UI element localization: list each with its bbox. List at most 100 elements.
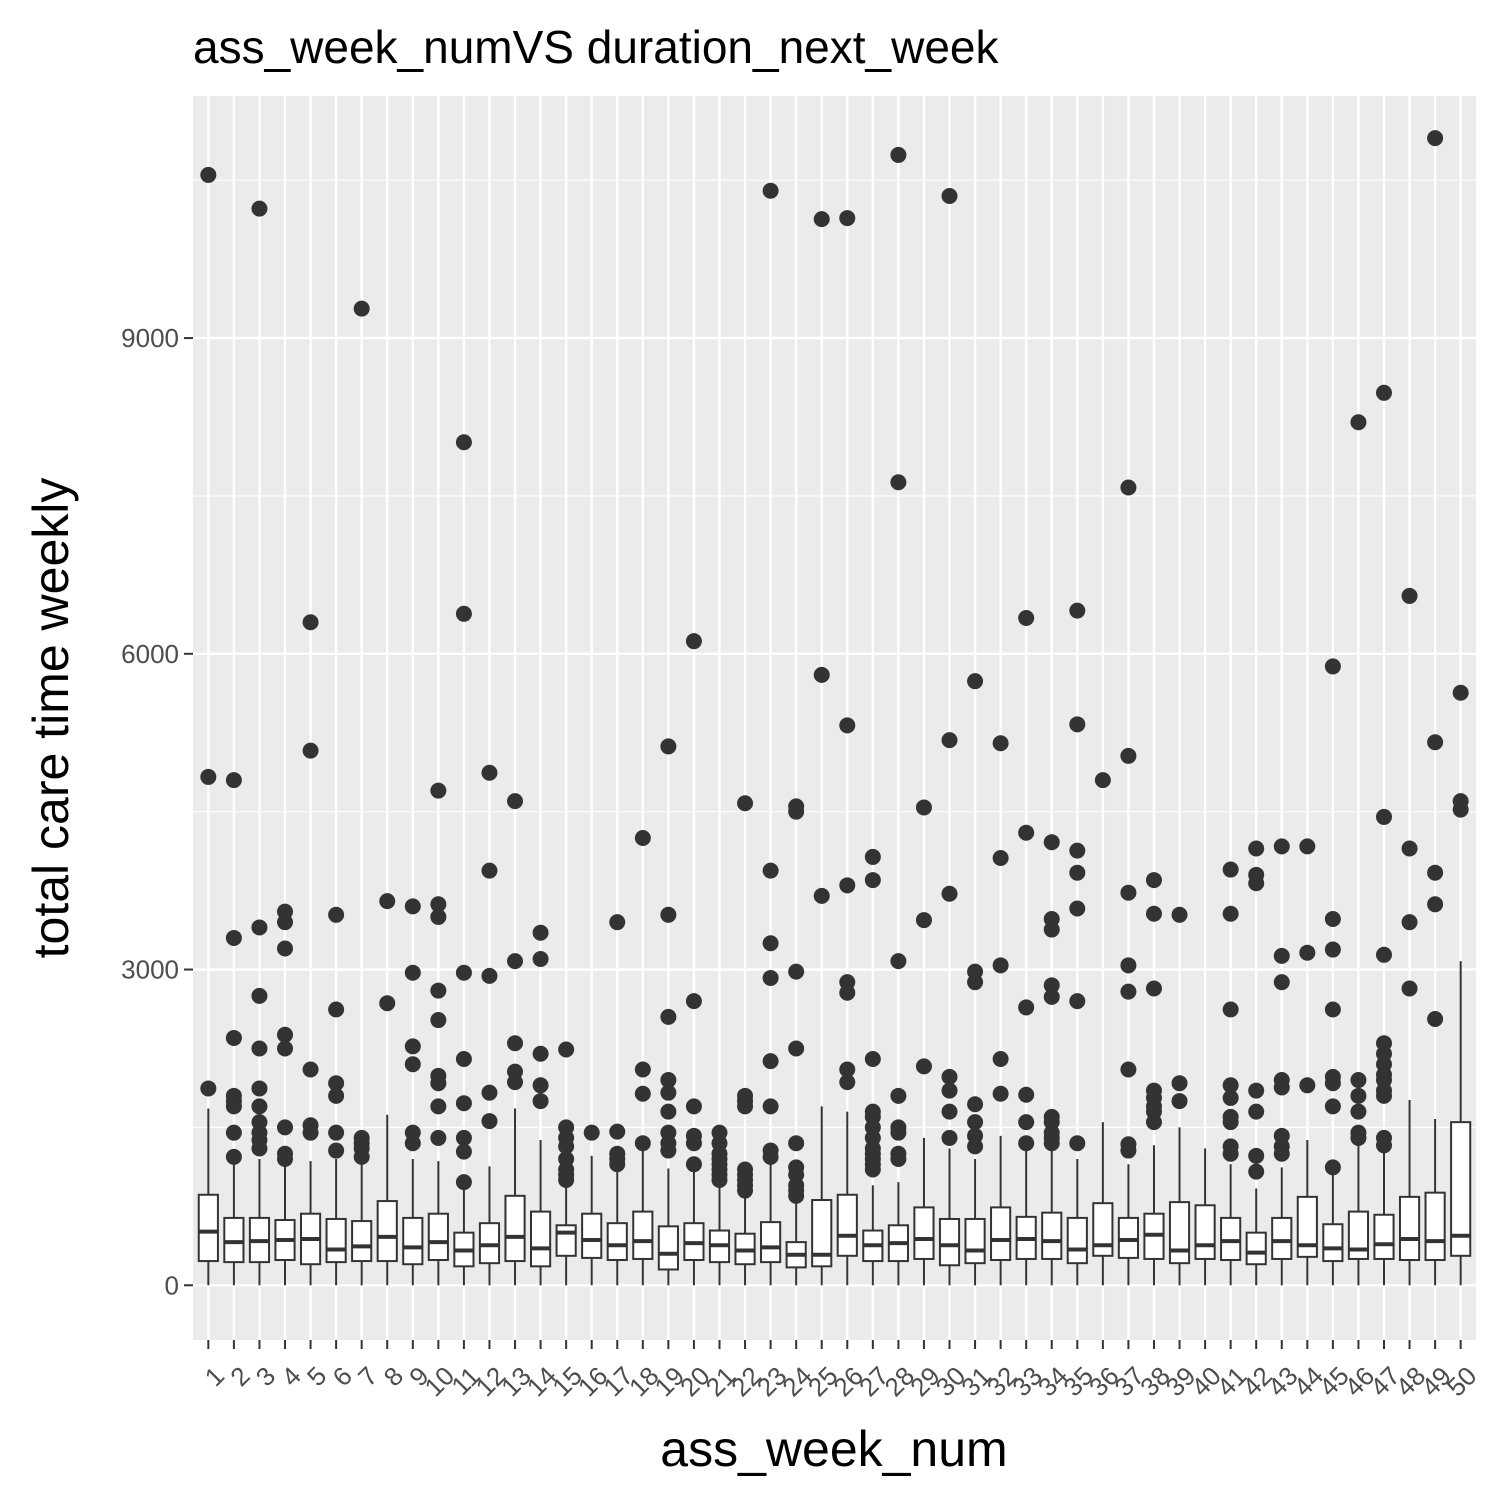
outlier-point bbox=[1324, 941, 1341, 958]
box-45 bbox=[1322, 658, 1344, 1286]
outlier-point bbox=[455, 964, 472, 981]
box-iqr bbox=[1271, 1216, 1293, 1260]
box-50 bbox=[1450, 684, 1472, 1286]
outlier-point bbox=[660, 1072, 677, 1089]
outlier-point bbox=[890, 953, 907, 970]
outlier-point bbox=[915, 799, 932, 816]
outlier-point bbox=[404, 1038, 421, 1055]
outlier-point bbox=[1171, 1075, 1188, 1092]
outlier-point bbox=[277, 940, 294, 957]
outlier-point bbox=[609, 914, 626, 931]
box-34 bbox=[1041, 834, 1063, 1286]
outlier-point bbox=[762, 969, 779, 986]
x-tick-label: 2 bbox=[224, 1361, 255, 1392]
outlier-point bbox=[762, 935, 779, 952]
outlier-point bbox=[558, 1172, 575, 1189]
box-7 bbox=[351, 300, 373, 1286]
outlier-point bbox=[788, 963, 805, 980]
outlier-point bbox=[1324, 1159, 1341, 1176]
outlier-point bbox=[1043, 1135, 1060, 1152]
outlier-point bbox=[1222, 1077, 1239, 1094]
outlier-point bbox=[1375, 1087, 1392, 1104]
y-tick-label: 0 bbox=[165, 1270, 179, 1300]
outlier-point bbox=[1145, 980, 1162, 997]
x-tick-label: 1 bbox=[199, 1361, 230, 1392]
outlier-point bbox=[1401, 840, 1418, 857]
x-tick-label: 8 bbox=[378, 1361, 409, 1392]
outlier-point bbox=[200, 166, 217, 183]
box-iqr bbox=[504, 1194, 526, 1263]
outlier-point bbox=[455, 1174, 472, 1191]
outlier-point bbox=[1120, 957, 1137, 974]
outlier-point bbox=[1273, 947, 1290, 964]
outlier-point bbox=[660, 1008, 677, 1025]
outlier-point bbox=[609, 1123, 626, 1140]
x-tick-label: 4 bbox=[275, 1361, 306, 1392]
outlier-point bbox=[532, 924, 549, 941]
outlier-point bbox=[455, 1050, 472, 1067]
outlier-point bbox=[941, 1103, 958, 1120]
outlier-point bbox=[992, 849, 1009, 866]
outlier-point bbox=[1120, 884, 1137, 901]
box-iqr bbox=[1398, 1195, 1421, 1262]
outlier-point bbox=[1043, 921, 1060, 938]
outlier-point bbox=[890, 1124, 907, 1141]
outlier-point bbox=[1222, 905, 1239, 922]
outlier-point bbox=[1324, 658, 1341, 675]
box-47 bbox=[1373, 384, 1395, 1286]
box-24 bbox=[785, 798, 807, 1286]
box-8 bbox=[376, 893, 398, 1286]
box-iqr bbox=[427, 1212, 449, 1262]
outlier-point bbox=[864, 1050, 881, 1067]
box-iqr bbox=[351, 1220, 373, 1263]
outlier-point bbox=[1069, 864, 1086, 881]
outlier-point bbox=[737, 1098, 754, 1115]
outlier-point bbox=[481, 1084, 498, 1101]
outlier-point bbox=[1120, 983, 1137, 1000]
box-28 bbox=[887, 146, 909, 1286]
outlier-point bbox=[328, 1075, 345, 1092]
outlier-point bbox=[634, 1085, 651, 1102]
outlier-point bbox=[1401, 980, 1418, 997]
outlier-point bbox=[251, 1140, 268, 1157]
outlier-point bbox=[1120, 1142, 1137, 1159]
outlier-point bbox=[864, 872, 881, 889]
outlier-point bbox=[225, 1124, 242, 1141]
outlier-point bbox=[1043, 834, 1060, 851]
outlier-point bbox=[430, 782, 447, 799]
box-iqr bbox=[1373, 1213, 1395, 1260]
outlier-point bbox=[1018, 1135, 1035, 1152]
outlier-point bbox=[455, 1095, 472, 1112]
outlier-point bbox=[328, 1142, 345, 1159]
outlier-point bbox=[225, 772, 242, 789]
outlier-point bbox=[737, 1182, 754, 1199]
outlier-point bbox=[1248, 1147, 1265, 1164]
outlier-point bbox=[430, 1075, 447, 1092]
outlier-point bbox=[1350, 1103, 1367, 1120]
outlier-point bbox=[1324, 1098, 1341, 1115]
box-23 bbox=[760, 182, 782, 1286]
outlier-point bbox=[225, 1098, 242, 1115]
outlier-point bbox=[328, 1124, 345, 1141]
box-46 bbox=[1347, 414, 1370, 1286]
box-40 bbox=[1194, 1148, 1216, 1286]
outlier-point bbox=[1069, 1135, 1086, 1152]
outlier-point bbox=[1401, 587, 1418, 604]
outlier-point bbox=[839, 1074, 856, 1091]
outlier-point bbox=[839, 1061, 856, 1078]
box-iqr bbox=[990, 1206, 1012, 1262]
box-iqr bbox=[1245, 1231, 1267, 1266]
box-iqr bbox=[1066, 1216, 1088, 1265]
outlier-point bbox=[251, 919, 268, 936]
outlier-point bbox=[1299, 838, 1316, 855]
x-tick-label: 5 bbox=[301, 1361, 332, 1392]
outlier-point bbox=[277, 1026, 294, 1043]
outlier-point bbox=[660, 1142, 677, 1159]
x-tick-label: 50 bbox=[1441, 1361, 1483, 1403]
outlier-point bbox=[1069, 602, 1086, 619]
box-36 bbox=[1092, 772, 1114, 1286]
outlier-point bbox=[328, 1001, 345, 1018]
outlier-point bbox=[1171, 906, 1188, 923]
outlier-point bbox=[404, 898, 421, 915]
outlier-point bbox=[1299, 944, 1316, 961]
